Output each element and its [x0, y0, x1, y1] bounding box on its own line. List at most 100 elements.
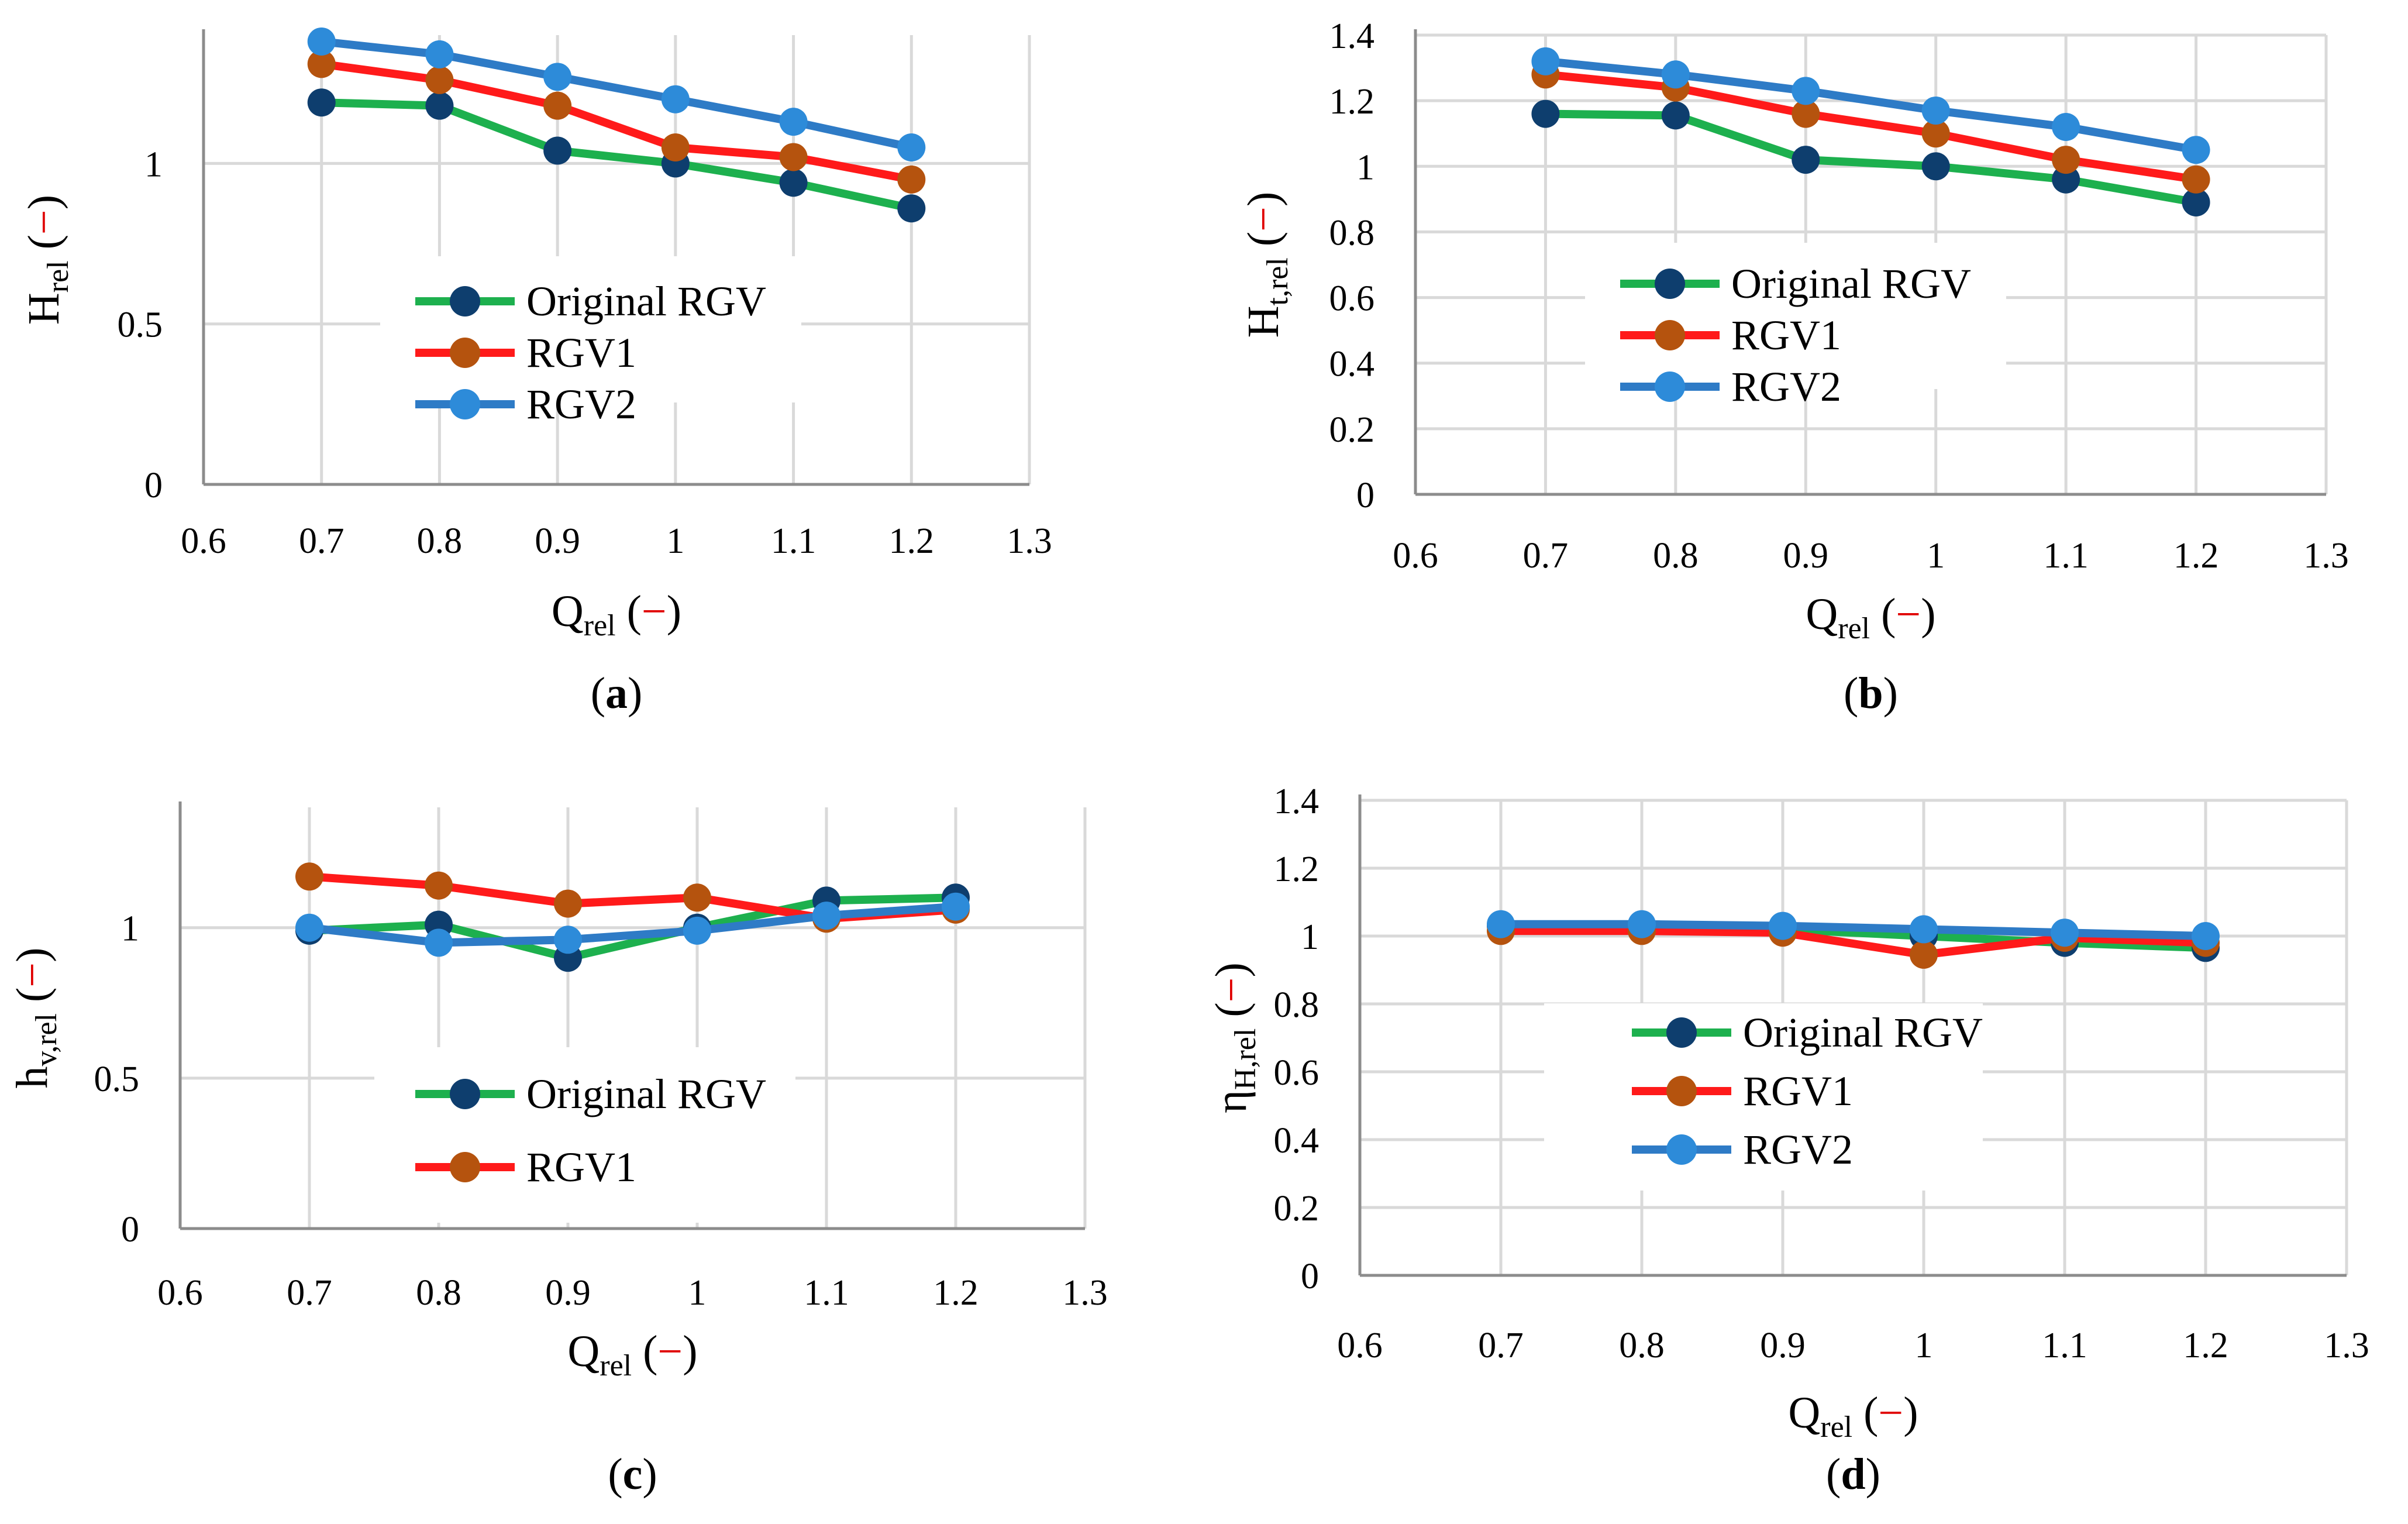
- x-tick-label: 0.8: [417, 521, 463, 561]
- legend-label: RGV2: [1731, 363, 1841, 410]
- data-point: [812, 902, 840, 930]
- panel-b: 0.6 0.7 0.8 0.9 1 1.1 1.2 1.3 0 0.2 0.4 0.6 0.8 1 1.2 1…: [1239, 16, 2349, 718]
- data-point: [307, 27, 336, 56]
- x-tick-label: 1.1: [804, 1273, 849, 1313]
- data-point: [554, 926, 582, 954]
- y-tick-label: 1.4: [1274, 782, 1320, 821]
- legend-swatch-marker: [450, 338, 480, 368]
- data-point: [779, 143, 808, 171]
- x-axis-label: Qrel (−): [1806, 590, 1935, 645]
- panel-d: 0.6 0.7 0.8 0.9 1 1.1 1.2 1.3 0 0.2 0.4 0.6 0.8 1 1.2 1…: [1207, 782, 2369, 1499]
- x-tick-label: 0.9: [1783, 536, 1829, 576]
- data-point: [2052, 165, 2080, 194]
- data-point: [683, 916, 711, 945]
- panel-label: (d): [1826, 1450, 1880, 1499]
- x-tick-label: 0.8: [1653, 536, 1699, 576]
- y-tick-label: 0.2: [1329, 410, 1375, 450]
- y-axis-label: hv,rel (−): [8, 948, 63, 1089]
- legend-swatch-marker: [1666, 1076, 1697, 1106]
- legend-label: RGV1: [526, 1144, 636, 1191]
- x-tick-label: 1: [1927, 536, 1945, 576]
- x-axis-label: Qrel (−): [567, 1327, 697, 1382]
- legend-label: Original RGV: [526, 1071, 766, 1117]
- legend-swatch-marker: [450, 389, 480, 419]
- data-point: [295, 862, 323, 891]
- x-tick-label: 1.3: [2303, 536, 2349, 576]
- legend-label: Original RGV: [1743, 1009, 1983, 1056]
- data-point: [1921, 152, 1950, 181]
- series-line: [1545, 109, 2197, 207]
- y-tick-label: 0.6: [1329, 279, 1375, 319]
- series-line: [1501, 920, 2206, 940]
- y-tick-label: 0.8: [1329, 213, 1375, 253]
- x-tick-label: 0.7: [287, 1273, 332, 1313]
- data-point: [897, 194, 926, 223]
- data-point: [661, 85, 690, 113]
- legend: Original RGV RGV1: [374, 1047, 795, 1223]
- y-tick-label: 1: [121, 909, 139, 949]
- data-point: [425, 66, 454, 94]
- data-point: [779, 108, 808, 136]
- data-point: [1769, 911, 1797, 940]
- series-line: [1501, 927, 2206, 959]
- x-tick-label: 1: [666, 521, 684, 561]
- x-tick-label: 0.9: [545, 1273, 591, 1313]
- x-tick-label: 0.6: [157, 1273, 203, 1313]
- x-tick-label: 0.7: [1523, 536, 1569, 576]
- x-tick-label: 0.9: [535, 521, 580, 561]
- data-point: [307, 88, 336, 117]
- x-tick-label: 1.3: [1007, 521, 1052, 561]
- legend-label: RGV1: [1731, 312, 1841, 359]
- y-axis-label: Hrel (−): [19, 195, 75, 325]
- series-rgv2: [307, 27, 926, 161]
- x-tick-label: 1.2: [933, 1273, 979, 1313]
- y-tick-label: 1.4: [1329, 16, 1375, 56]
- y-tick-label: 0.2: [1274, 1189, 1320, 1229]
- data-point: [295, 913, 323, 942]
- panel-label: (c): [608, 1450, 657, 1499]
- data-point: [2052, 113, 2080, 141]
- data-point: [683, 883, 711, 912]
- legend-label: RGV1: [526, 329, 636, 376]
- series-rgv1: [307, 50, 926, 194]
- data-point: [543, 63, 572, 91]
- legend-swatch-marker: [450, 1152, 480, 1182]
- data-point: [2052, 146, 2080, 174]
- x-tick-label: 0.7: [1478, 1326, 1524, 1365]
- data-point: [1910, 940, 1938, 969]
- data-point: [1921, 119, 1950, 148]
- y-tick-label: 0: [144, 466, 163, 505]
- y-axis-label: ηH,rel (−): [1207, 962, 1262, 1113]
- data-point: [897, 165, 926, 194]
- y-tick-label: 0: [1356, 476, 1374, 515]
- x-tick-label: 1.2: [2173, 536, 2219, 576]
- series-rgv2: [1531, 47, 2210, 164]
- data-point: [1792, 146, 1820, 174]
- series-line: [321, 60, 912, 184]
- series-line: [1545, 70, 2197, 184]
- x-tick-label: 0.6: [1337, 1326, 1383, 1365]
- legend-swatch-marker: [450, 1079, 480, 1109]
- series-rgv2: [295, 892, 970, 957]
- y-tick-label: 1: [1301, 917, 1319, 957]
- data-point: [543, 91, 572, 120]
- y-tick-label: 0.4: [1274, 1121, 1320, 1161]
- data-point: [2051, 918, 2079, 947]
- data-point: [1921, 96, 1950, 125]
- data-point: [661, 133, 690, 161]
- legend-swatch-marker: [1655, 320, 1685, 350]
- data-point: [1531, 47, 1560, 75]
- series-line: [321, 37, 912, 152]
- legend-swatch-marker: [1655, 269, 1685, 299]
- data-point: [554, 889, 582, 918]
- data-point: [897, 133, 926, 161]
- data-point: [1792, 99, 1820, 128]
- y-tick-label: 0.4: [1329, 345, 1375, 384]
- y-tick-label: 0: [1301, 1257, 1319, 1296]
- panel-label: (b): [1844, 669, 1898, 718]
